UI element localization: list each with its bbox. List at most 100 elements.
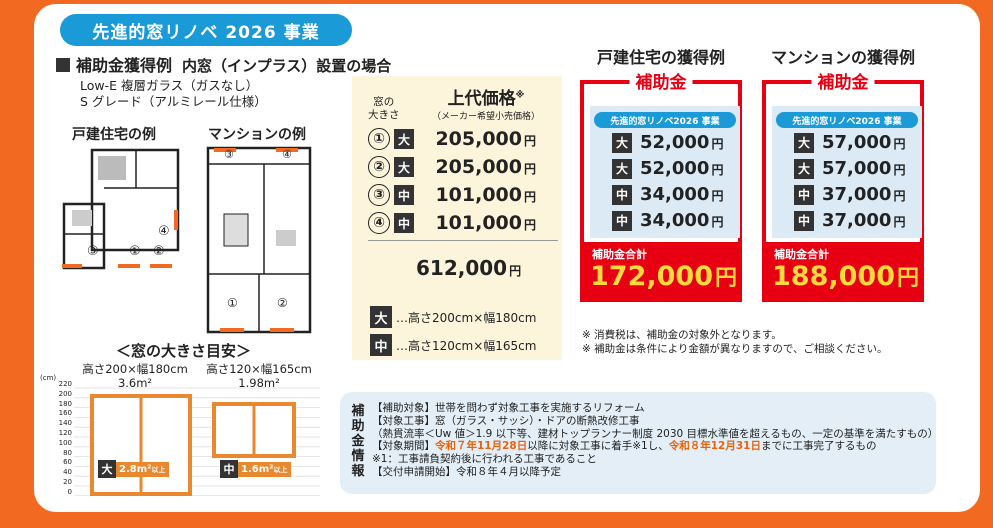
subsidy-row-size: 中 bbox=[794, 210, 814, 231]
glass-spec: Low-E 複層ガラス（ガスなし） S グレード（アルミレール仕様） bbox=[80, 78, 267, 110]
size-legend-large-text: …高さ200cm×幅180cm bbox=[396, 310, 537, 325]
subsidy-row-amount: 52,000 bbox=[640, 158, 710, 179]
yen-unit: 円 bbox=[711, 137, 724, 151]
mansion-card-title: マンションの獲得例 bbox=[770, 48, 915, 67]
yen-unit: 円 bbox=[523, 134, 536, 148]
subsidy-row-amount: 34,000 bbox=[640, 184, 710, 205]
price-row-size: 中 bbox=[394, 213, 414, 233]
subsidy-row-value: 34,000 円 bbox=[640, 184, 723, 205]
example-subtitle: 内窓（インプラス）設置の場合 bbox=[182, 57, 392, 75]
mid-window-area: 1.98m² bbox=[238, 376, 280, 390]
house-marker-4: ④ bbox=[158, 224, 170, 239]
price-col-size: 窓の 大きさ bbox=[368, 96, 400, 122]
glass-spec-line1: Low-E 複層ガラス（ガスなし） bbox=[80, 78, 259, 93]
y-tick-label: 220 bbox=[58, 380, 72, 388]
price-row-value: 101,000 bbox=[435, 212, 522, 234]
info-line-period: 【対象期間】令和７年11月28日以降に対象工事に着手※1し、令和８年12月31日… bbox=[372, 440, 938, 453]
mid-window-area-suffix: 以上 bbox=[273, 465, 288, 474]
yen-unit: 円 bbox=[714, 266, 737, 291]
info-line: 【対象工事】窓（ガラス・サッシ）・ドアの断熱改修工事 bbox=[372, 414, 640, 427]
price-row: ② 大 205,000 円 bbox=[368, 154, 536, 180]
subsidy-row-amount: 52,000 bbox=[640, 132, 710, 153]
yen-unit: 円 bbox=[523, 218, 536, 232]
notes: ※ 消費税は、補助金の対象外となります。 ※ 補助金は条件により金額が異なります… bbox=[582, 328, 888, 356]
window-size-unit: (cm) bbox=[40, 374, 57, 382]
mid-window-area-badge: 中 1.6m²以上 bbox=[220, 460, 291, 478]
yen-unit: 円 bbox=[711, 163, 724, 177]
yen-unit: 円 bbox=[523, 162, 536, 176]
info-vertical-char: 報 bbox=[351, 464, 365, 479]
subsidy-total: 188,000円 bbox=[772, 260, 919, 292]
card-inner: 大 57,000 円 大 57,000 円 中 37,000 円 中 37,000 円 bbox=[772, 106, 922, 238]
program-pill: 先進的窓リノベ2026 事業 bbox=[776, 112, 918, 128]
info-line: （熱貫流率＜Uw 値＞1.9 以下等、建材トップランナー制度 2030 目標水準… bbox=[372, 427, 939, 440]
price-row-size: 中 bbox=[394, 185, 414, 205]
info-line: 【交付申請開始】令和８年４月以降予定 bbox=[372, 465, 561, 478]
y-tick-label: 140 bbox=[58, 419, 72, 428]
price-row-size: 大 bbox=[394, 157, 414, 177]
info-period-end: 令和８年12月31日 bbox=[668, 440, 761, 453]
subsidy-row-amount: 57,000 bbox=[822, 158, 892, 179]
glass-spec-line2: S グレード（アルミレール仕様） bbox=[80, 94, 267, 109]
subsidy-total-value: 172,000 bbox=[590, 261, 713, 292]
size-legend-large: 大 …高さ200cm×幅180cm bbox=[370, 306, 536, 328]
subsidy-row-size: 中 bbox=[612, 210, 632, 231]
subsidy-row: 中 34,000 円 bbox=[612, 184, 723, 205]
price-row-size: 大 bbox=[394, 129, 414, 149]
mansion-floorplan bbox=[204, 144, 314, 336]
subsidy-row-amount: 34,000 bbox=[640, 210, 710, 231]
y-tick-label: 60 bbox=[63, 458, 72, 467]
yen-unit: 円 bbox=[893, 189, 906, 203]
y-tick-label: 40 bbox=[63, 468, 72, 477]
large-window-area-suffix: 以上 bbox=[151, 465, 166, 474]
subsidy-row-value: 57,000 円 bbox=[822, 132, 905, 153]
house-marker-1: ① bbox=[129, 244, 141, 259]
price-total-value: 612,000 bbox=[416, 256, 508, 280]
large-window-area-value: 2.8m² bbox=[119, 463, 152, 475]
yen-unit: 円 bbox=[711, 189, 724, 203]
yen-unit: 円 bbox=[893, 215, 906, 229]
subsidy-row-amount: 37,000 bbox=[822, 210, 892, 231]
price-col-price: 上代価格※ （メーカー希望小売価格） bbox=[432, 84, 540, 122]
yen-unit: 円 bbox=[711, 215, 724, 229]
price-row-value: 205,000 bbox=[435, 156, 522, 178]
house-floorplan bbox=[58, 148, 182, 272]
y-tick-label: 0 bbox=[67, 487, 72, 496]
yen-unit: 円 bbox=[509, 264, 522, 278]
price-row-number: ④ bbox=[368, 212, 390, 234]
info-vertical-label: 補助金情報 bbox=[348, 404, 368, 479]
info-vertical-char: 補 bbox=[351, 404, 365, 419]
large-window-caption: 高さ200×幅180cm 3.6m² bbox=[70, 362, 200, 390]
window-size-grid bbox=[74, 387, 320, 496]
subsidy-row: 大 57,000 円 bbox=[794, 132, 905, 153]
size-legend-mid: 中 …高さ120cm×幅165cm bbox=[370, 334, 536, 356]
mansion-marker-1: ① bbox=[227, 296, 238, 310]
info-vertical-char: 金 bbox=[351, 434, 365, 449]
price-row: ④ 中 101,000 円 bbox=[368, 210, 536, 236]
yen-unit: 円 bbox=[896, 266, 919, 291]
card-inner: 大 52,000 円 大 52,000 円 中 34,000 円 中 34,000 円 bbox=[590, 106, 740, 238]
mansion-subsidy-card: 補助金 大 57,000 円 大 57,000 円 中 37,000 円 中 37,000 円 … bbox=[762, 68, 924, 302]
info-period-label: 【対象期間】 bbox=[372, 440, 435, 453]
subsidy-row-size: 大 bbox=[612, 158, 632, 179]
yen-unit: 円 bbox=[893, 163, 906, 177]
mid-window-area-box: 1.6m²以上 bbox=[238, 461, 291, 477]
note-line: ※ 消費税は、補助金の対象外となります。 bbox=[582, 329, 782, 341]
subsidy-row: 大 52,000 円 bbox=[612, 132, 723, 153]
house-marker-3: ③ bbox=[87, 244, 99, 259]
subsidy-row: 大 57,000 円 bbox=[794, 158, 905, 179]
mid-window-caption: 高さ120×幅165cm 1.98m² bbox=[196, 362, 322, 390]
price-col-size-line1: 窓の bbox=[373, 96, 395, 108]
y-tick-label: 20 bbox=[63, 478, 72, 486]
info-vertical-char: 情 bbox=[351, 449, 365, 464]
size-legend-mid-tag: 中 bbox=[370, 334, 392, 356]
window-size-y-axis: 220 200 180 160 140 120 100 80 60 40 20 0 bbox=[44, 380, 74, 500]
y-tick-label: 160 bbox=[58, 409, 72, 418]
y-tick-label: 100 bbox=[58, 438, 72, 447]
large-window-tag: 大 bbox=[98, 460, 116, 478]
mid-window-tag: 中 bbox=[220, 460, 238, 478]
large-window-area: 3.6m² bbox=[117, 376, 153, 390]
price-row-number: ① bbox=[368, 128, 390, 150]
house-subsidy-card: 補助金 大 52,000 円 大 52,000 円 中 34,000 円 中 34,000 円 … bbox=[580, 68, 742, 302]
info-line: 【補助対象】世帯を問わず対象工事を実施するリフォーム bbox=[372, 402, 645, 414]
